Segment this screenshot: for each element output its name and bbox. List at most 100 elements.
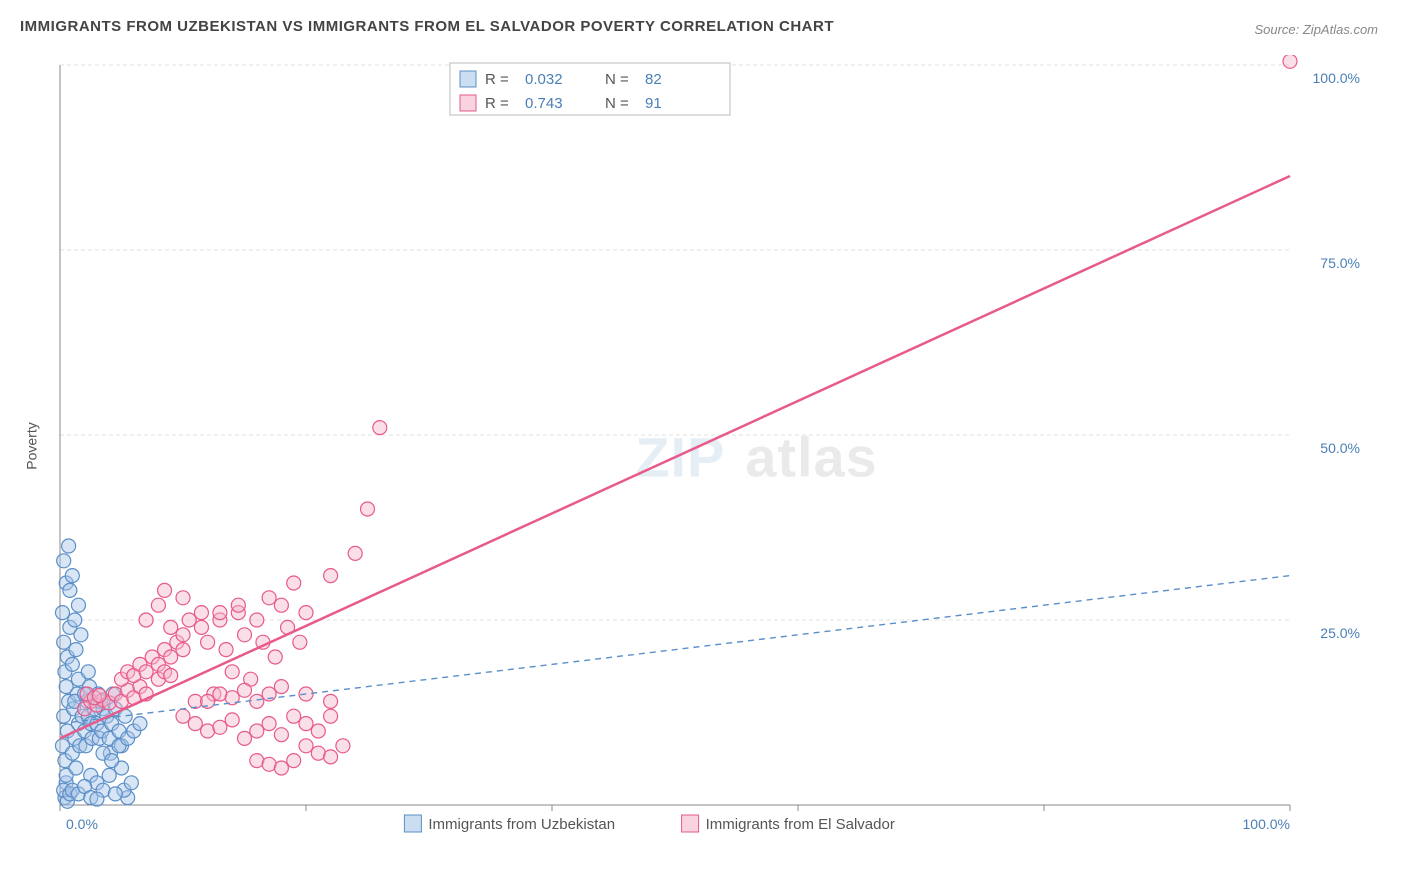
scatter-point xyxy=(194,606,208,620)
scatter-point xyxy=(55,606,69,620)
y-axis-label: Poverty xyxy=(24,422,40,469)
scatter-point xyxy=(299,739,313,753)
scatter-point xyxy=(164,669,178,683)
scatter-point xyxy=(373,421,387,435)
y-tick-label: 25.0% xyxy=(1320,625,1360,641)
scatter-point xyxy=(274,761,288,775)
scatter-point xyxy=(69,643,83,657)
scatter-point xyxy=(274,598,288,612)
scatter-point xyxy=(348,546,362,560)
scatter-point xyxy=(213,606,227,620)
bottom-legend-swatch xyxy=(404,815,421,832)
scatter-point xyxy=(57,635,71,649)
legend-r-label: R = xyxy=(485,95,509,112)
scatter-point xyxy=(225,665,239,679)
scatter-point xyxy=(219,643,233,657)
scatter-point xyxy=(250,724,264,738)
scatter-point xyxy=(194,620,208,634)
scatter-point xyxy=(176,628,190,642)
scatter-point xyxy=(274,680,288,694)
scatter-point xyxy=(287,709,301,723)
scatter-point xyxy=(164,650,178,664)
scatter-point xyxy=(65,569,79,583)
legend-r-value: 0.032 xyxy=(525,71,563,88)
scatter-point xyxy=(299,717,313,731)
scatter-point xyxy=(293,635,307,649)
legend-n-label: N = xyxy=(605,95,629,112)
y-tick-label: 75.0% xyxy=(1320,255,1360,271)
scatter-point xyxy=(102,768,116,782)
bottom-legend-label: Immigrants from Uzbekistan xyxy=(428,816,615,833)
y-tick-label: 50.0% xyxy=(1320,440,1360,456)
scatter-point xyxy=(133,717,147,731)
scatter-point xyxy=(158,583,172,597)
legend-r-label: R = xyxy=(485,71,509,88)
trend-line xyxy=(60,176,1290,738)
bottom-legend-swatch xyxy=(682,815,699,832)
scatter-point xyxy=(108,787,122,801)
scatter-point xyxy=(238,731,252,745)
scatter-point xyxy=(176,591,190,605)
scatter-point xyxy=(262,717,276,731)
scatter-point xyxy=(124,776,138,790)
y-tick-label: 100.0% xyxy=(1313,70,1360,86)
scatter-point xyxy=(74,628,88,642)
watermark-atlas: atlas xyxy=(745,425,878,488)
scatter-point xyxy=(176,643,190,657)
legend-swatch xyxy=(460,71,476,87)
scatter-point xyxy=(62,539,76,553)
scatter-point xyxy=(90,792,104,806)
scatter-point xyxy=(324,569,338,583)
scatter-point xyxy=(238,683,252,697)
scatter-point xyxy=(69,761,83,775)
trend-line xyxy=(60,576,1290,724)
scatter-point xyxy=(105,754,119,768)
scatter-point xyxy=(176,709,190,723)
scatter-point xyxy=(324,750,338,764)
scatter-point xyxy=(336,739,350,753)
scatter-point xyxy=(274,728,288,742)
scatter-point xyxy=(57,554,71,568)
scatter-point xyxy=(1283,55,1297,68)
bottom-legend-label: Immigrants from El Salvador xyxy=(706,816,895,833)
scatter-point xyxy=(213,720,227,734)
scatter-point xyxy=(63,583,77,597)
scatter-point xyxy=(139,665,153,679)
scatter-point xyxy=(139,613,153,627)
scatter-point xyxy=(299,606,313,620)
legend-n-value: 91 xyxy=(645,95,662,112)
x-tick-label-0: 0.0% xyxy=(66,816,98,832)
legend-swatch xyxy=(460,95,476,111)
scatter-point xyxy=(225,713,239,727)
legend-n-value: 82 xyxy=(645,71,662,88)
scatter-point xyxy=(287,576,301,590)
chart-svg: 0.0% 100.0% 25.0% 50.0% 75.0% 100.0% ZIP atlas R… xyxy=(50,55,1380,850)
scatter-point xyxy=(71,598,85,612)
chart-source: Source: ZipAtlas.com xyxy=(1254,22,1378,37)
scatter-point xyxy=(201,635,215,649)
scatter-point xyxy=(188,717,202,731)
scatter-point xyxy=(81,665,95,679)
scatter-point xyxy=(231,598,245,612)
scatter-point xyxy=(311,724,325,738)
scatter-point xyxy=(361,502,375,516)
scatter-point xyxy=(262,591,276,605)
scatter-point xyxy=(268,650,282,664)
scatter-point xyxy=(182,613,196,627)
chart-plot-area: 0.0% 100.0% 25.0% 50.0% 75.0% 100.0% ZIP atlas R… xyxy=(50,55,1380,850)
scatter-point xyxy=(238,628,252,642)
legend-r-value: 0.743 xyxy=(525,95,563,112)
x-tick-label-100: 100.0% xyxy=(1243,816,1290,832)
scatter-point xyxy=(68,613,82,627)
scatter-point xyxy=(65,657,79,671)
scatter-point xyxy=(164,620,178,634)
scatter-point xyxy=(250,694,264,708)
scatter-point xyxy=(151,598,165,612)
scatter-point xyxy=(324,709,338,723)
scatter-point xyxy=(287,754,301,768)
watermark-zip: ZIP xyxy=(635,425,725,488)
scatter-point xyxy=(324,694,338,708)
legend-n-label: N = xyxy=(605,71,629,88)
scatter-point xyxy=(250,613,264,627)
chart-title: IMMIGRANTS FROM UZBEKISTAN VS IMMIGRANTS… xyxy=(20,18,834,35)
